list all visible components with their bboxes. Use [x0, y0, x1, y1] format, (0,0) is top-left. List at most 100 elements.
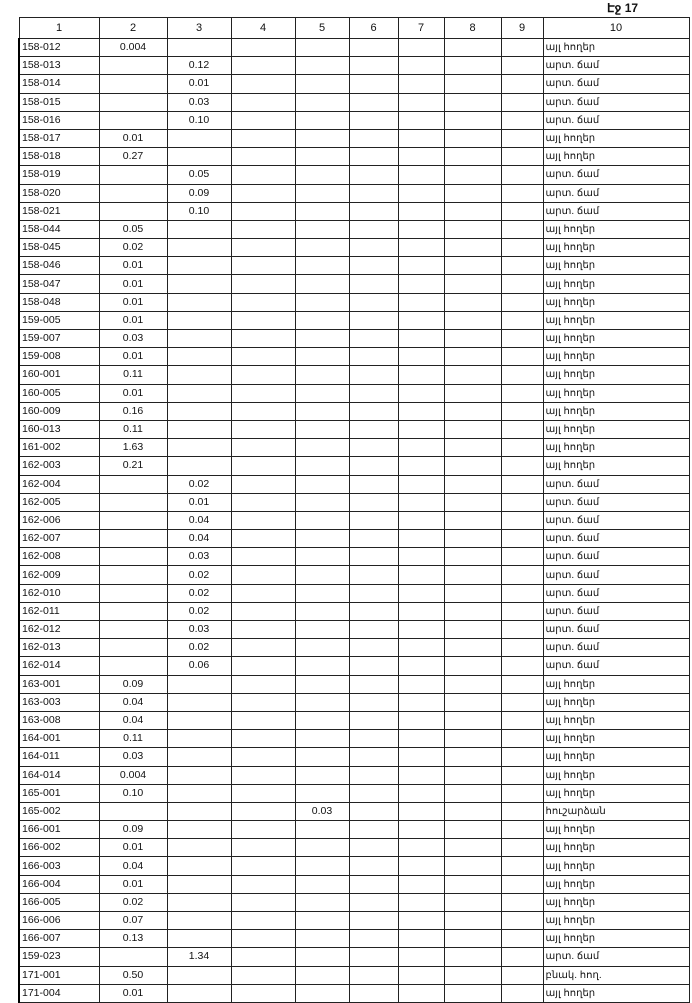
cell-col-8: [443, 856, 502, 876]
cell-col-8: [443, 910, 502, 931]
table-row: 162-011 0.02 արտ. ճամ: [18, 601, 690, 622]
cell-col-5: [294, 638, 350, 658]
cell-col-7: [397, 910, 445, 931]
cell-col-5: [294, 37, 350, 58]
cell-col-5: [294, 365, 350, 385]
cell-col-7: [397, 656, 445, 676]
cell-col-9: [500, 801, 544, 822]
cell-col-5: [294, 147, 350, 167]
cell-col-10: այլ հողեր: [542, 456, 690, 476]
cell-col-9: [500, 383, 544, 403]
cell-col-1: 171-001: [18, 965, 100, 985]
cell-col-3: 0.10: [166, 110, 232, 130]
column-header-1: 1: [18, 17, 100, 39]
cell-col-8: [443, 583, 502, 603]
cell-col-4: [230, 401, 296, 421]
cell-col-4: [230, 310, 296, 331]
cell-col-10: այլ հողեր: [542, 292, 690, 312]
cell-col-10: արտ. ճամ: [542, 656, 690, 676]
cell-col-7: [397, 529, 445, 549]
cell-col-10: այլ հողեր: [542, 783, 690, 803]
cell-col-1: 162-007: [18, 529, 100, 549]
cell-col-10: արտ. ճամ: [542, 510, 690, 531]
cell-col-3: [166, 274, 232, 294]
cell-col-4: [230, 874, 296, 894]
cell-col-2: 0.07: [98, 910, 168, 931]
cell-col-1: 158-017: [18, 128, 100, 149]
cell-col-2: 0.16: [98, 401, 168, 421]
cell-col-4: [230, 92, 296, 112]
cell-col-3: [166, 310, 232, 331]
cell-col-2: [98, 656, 168, 676]
cell-col-1: 162-003: [18, 456, 100, 476]
cell-col-3: [166, 856, 232, 876]
cell-col-9: [500, 692, 544, 712]
cell-col-9: [500, 474, 544, 494]
table-row: 166-004 0.01 այլ հողեր: [18, 874, 690, 894]
cell-col-5: [294, 929, 350, 949]
cell-col-2: 0.02: [98, 238, 168, 258]
cell-col-7: [397, 238, 445, 258]
cell-col-4: [230, 37, 296, 58]
table-row: 158-012 0.004 այլ հողեր: [18, 37, 690, 58]
cell-col-9: [500, 856, 544, 876]
cell-col-1: 166-002: [18, 838, 100, 858]
cell-col-5: 0.03: [294, 801, 350, 822]
cell-col-7: [397, 474, 445, 494]
cell-col-2: 0.09: [98, 674, 168, 694]
cell-col-2: 0.09: [98, 820, 168, 840]
cell-col-9: [500, 147, 544, 167]
cell-col-1: 160-009: [18, 401, 100, 421]
table-row: 163-001 0.09 այլ հողեր: [18, 674, 690, 694]
cell-col-2: 0.03: [98, 328, 168, 349]
cell-col-10: այլ հողեր: [542, 874, 690, 894]
cell-col-1: 158-020: [18, 183, 100, 203]
column-header-9: 9: [500, 17, 544, 39]
cell-col-3: [166, 910, 232, 931]
cell-col-6: [348, 747, 399, 767]
cell-col-8: [443, 820, 502, 840]
cell-col-5: [294, 529, 350, 549]
cell-col-3: [166, 238, 232, 258]
cell-col-8: [443, 37, 502, 58]
table-row: 166-002 0.01 այլ հողեր: [18, 838, 690, 858]
cell-col-9: [500, 110, 544, 130]
cell-col-5: [294, 474, 350, 494]
header-row: 1 2 3 4 5 6 7 8 9 10: [18, 17, 690, 39]
cell-col-9: [500, 37, 544, 58]
cell-col-6: [348, 565, 399, 585]
cell-col-8: [443, 74, 502, 94]
cell-col-3: [166, 438, 232, 458]
cell-col-9: [500, 74, 544, 94]
table-row: 160-005 0.01 այլ հողեր: [18, 383, 690, 403]
cell-col-7: [397, 419, 445, 440]
cell-col-7: [397, 783, 445, 803]
cell-col-1: 165-001: [18, 783, 100, 803]
cell-col-3: [166, 801, 232, 822]
cell-col-7: [397, 165, 445, 185]
cell-col-4: [230, 601, 296, 622]
cell-col-9: [500, 783, 544, 803]
column-header-6: 6: [348, 17, 399, 39]
cell-col-9: [500, 965, 544, 985]
cell-col-1: 160-005: [18, 383, 100, 403]
cell-col-10: այլ հողեր: [542, 729, 690, 749]
cell-col-9: [500, 765, 544, 785]
cell-col-1: 158-013: [18, 56, 100, 76]
table-row: 162-003 0.21 այլ հողեր: [18, 456, 690, 476]
table-row: 158-047 0.01 այլ հողեր: [18, 274, 690, 294]
cell-col-5: [294, 856, 350, 876]
cell-col-2: [98, 947, 168, 967]
cell-col-2: [98, 474, 168, 494]
cell-col-5: [294, 965, 350, 985]
cell-col-8: [443, 438, 502, 458]
cell-col-4: [230, 656, 296, 676]
cell-col-1: 159-023: [18, 947, 100, 967]
cell-col-6: [348, 965, 399, 985]
cell-col-9: [500, 565, 544, 585]
cell-col-9: [500, 183, 544, 203]
cell-col-1: 158-016: [18, 110, 100, 130]
table-row: 159-008 0.01 այլ հողեր: [18, 347, 690, 367]
cell-col-6: [348, 638, 399, 658]
cell-col-2: [98, 92, 168, 112]
